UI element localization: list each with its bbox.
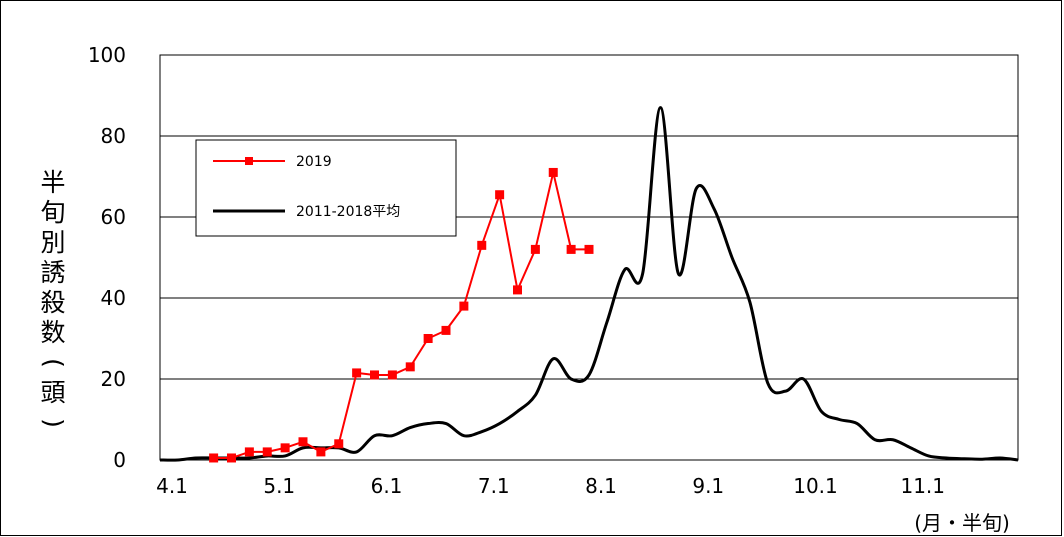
y-axis-label-char: 誘 xyxy=(40,258,66,287)
data-point-2019 xyxy=(566,244,576,254)
x-tick-label: 5.1 xyxy=(263,474,295,498)
legend-label-average: 2011-2018平均 xyxy=(296,204,400,220)
series-2019-line xyxy=(213,171,589,459)
y-tick-label: 100 xyxy=(88,43,126,67)
y-axis-label-char: ) xyxy=(39,418,68,428)
data-point-2019 xyxy=(209,453,219,463)
y-axis-label-char: 頭 xyxy=(40,378,66,407)
y-tick-label: 40 xyxy=(101,286,126,310)
data-point-2019 xyxy=(513,285,522,295)
y-tick-label: 60 xyxy=(101,205,126,229)
data-point-2019 xyxy=(334,439,344,449)
data-point-2019 xyxy=(423,334,433,343)
y-axis-label-char: 殺 xyxy=(40,288,66,317)
y-tick-label: 80 xyxy=(101,124,126,148)
legend-label-2019: 2019 xyxy=(296,154,332,170)
plot-area xyxy=(159,54,1019,461)
y-tick-label: 0 xyxy=(113,448,126,472)
data-point-2019 xyxy=(584,244,594,254)
data-point-2019 xyxy=(477,240,487,250)
y-axis-label-char: 別 xyxy=(40,228,66,257)
data-point-2019 xyxy=(405,362,415,372)
data-point-2019 xyxy=(316,447,326,457)
data-point-2019 xyxy=(530,244,540,254)
data-point-2019 xyxy=(495,190,505,200)
data-point-2019 xyxy=(387,370,397,380)
x-tick-label: 7.1 xyxy=(478,474,510,498)
data-point-2019 xyxy=(441,325,451,335)
y-axis-ticks: 0 20 40 60 80 100 xyxy=(88,43,126,472)
legend: 2019 2011-2018平均 xyxy=(195,139,457,237)
series-layer xyxy=(159,106,1019,463)
legend-box xyxy=(195,139,457,237)
x-tick-label: 11.1 xyxy=(900,474,945,498)
data-point-2019 xyxy=(352,368,362,378)
x-axis-ticks: 4.1 5.1 6.1 7.1 8.1 9.1 10.1 11.1 xyxy=(156,474,945,498)
x-tick-label: 8.1 xyxy=(585,474,617,498)
y-axis-label-char: 数 xyxy=(40,318,66,347)
y-tick-label: 20 xyxy=(101,367,126,391)
x-tick-label: 6.1 xyxy=(371,474,403,498)
x-axis-label: (月・半旬) xyxy=(914,511,1010,535)
series-2019 xyxy=(209,167,594,463)
x-tick-label: 10.1 xyxy=(793,474,838,498)
y-axis-label-char: 旬 xyxy=(40,198,66,227)
x-tick-label: 9.1 xyxy=(692,474,724,498)
data-point-2019 xyxy=(280,443,290,453)
data-point-2019 xyxy=(298,437,308,447)
data-point-2019 xyxy=(227,453,236,463)
data-point-2019 xyxy=(548,167,558,177)
legend-marker-2019 xyxy=(245,157,253,165)
data-point-2019 xyxy=(262,447,272,457)
data-point-2019 xyxy=(370,370,379,380)
y-axis-label-char: ( xyxy=(39,358,68,368)
y-axis-label: 半旬別誘殺数 ( 頭) xyxy=(38,168,68,438)
x-tick-label: 4.1 xyxy=(156,474,188,498)
series-average-line xyxy=(159,106,1019,462)
data-point-2019 xyxy=(244,447,254,457)
data-point-2019 xyxy=(459,301,469,311)
series-average xyxy=(159,106,1019,462)
y-axis-label-char: 半 xyxy=(40,168,66,197)
